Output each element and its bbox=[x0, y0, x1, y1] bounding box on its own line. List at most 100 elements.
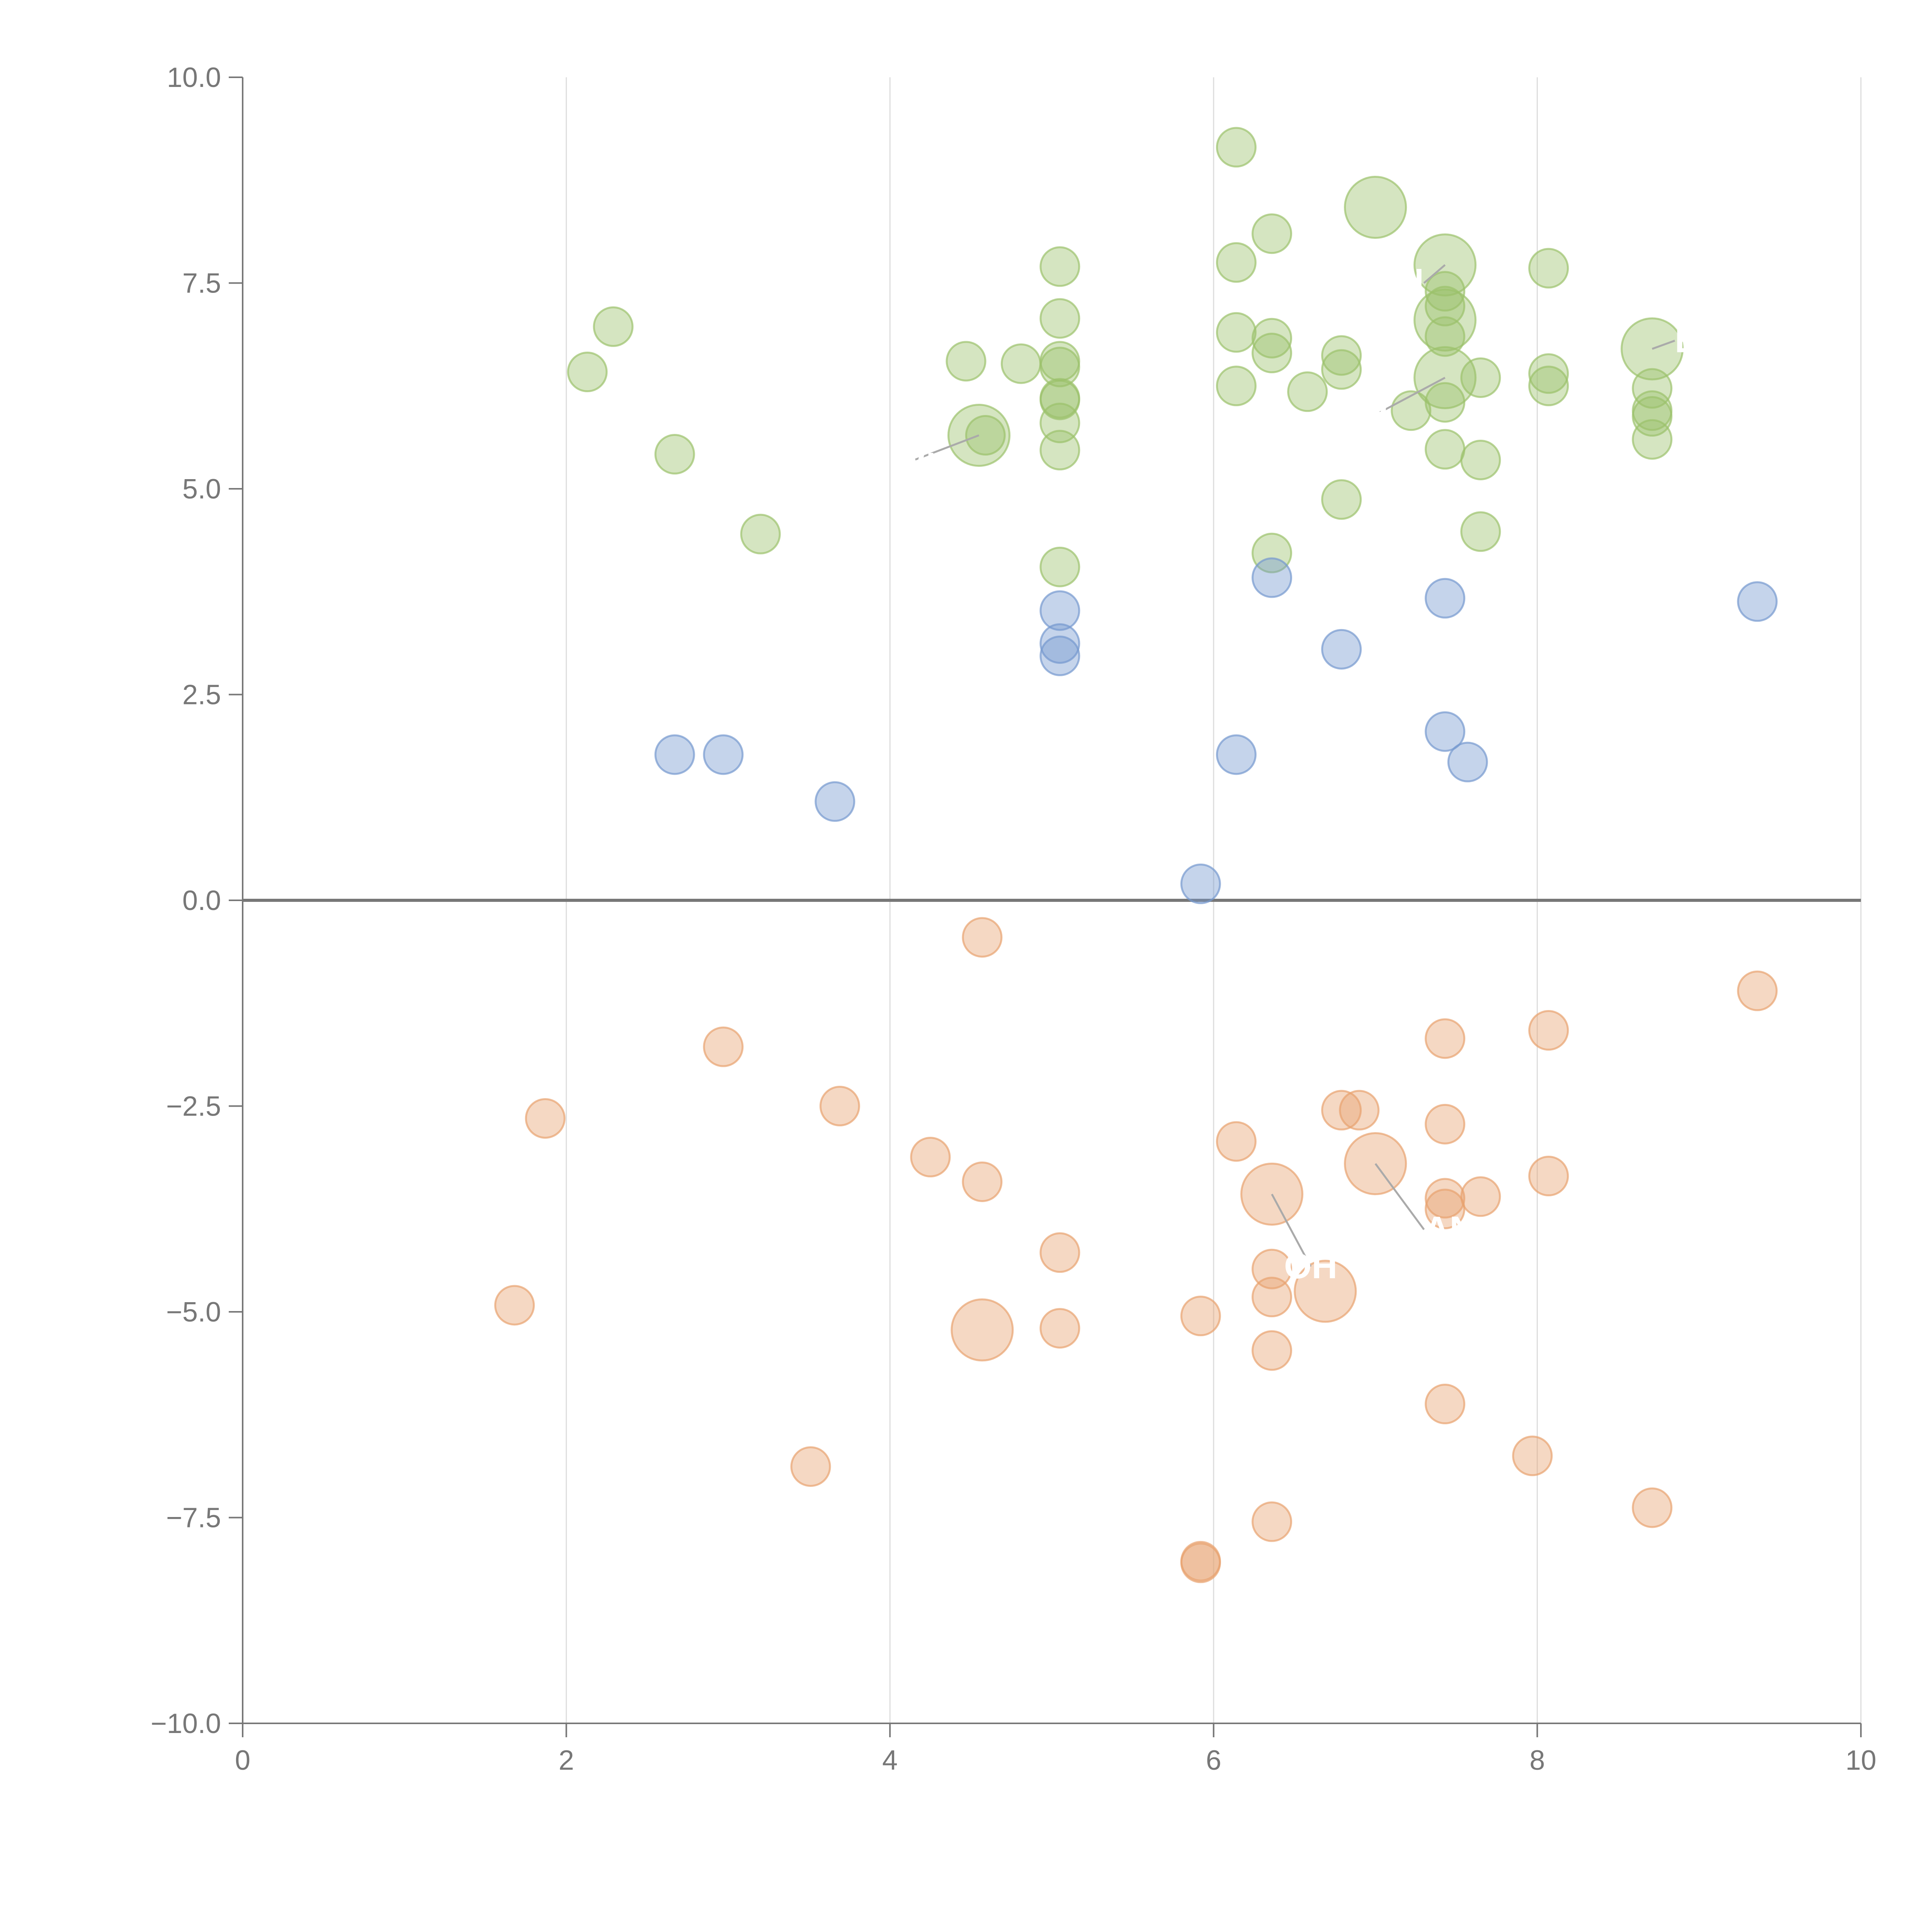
annotation-label: H bbox=[1362, 395, 1388, 434]
x-tick-label: 0 bbox=[235, 1745, 250, 1776]
annotation-leader-line bbox=[1271, 1194, 1312, 1267]
data-point-green bbox=[654, 434, 695, 475]
data-point-green bbox=[1425, 382, 1466, 423]
data-point-orange bbox=[962, 917, 1003, 958]
annotation-label: Wi bbox=[893, 440, 936, 479]
data-point-green bbox=[1252, 213, 1293, 254]
data-point-green bbox=[567, 352, 608, 393]
data-point-green bbox=[1039, 298, 1080, 339]
data-point-green bbox=[1039, 430, 1080, 471]
data-point-orange bbox=[494, 1285, 535, 1326]
data-point-blue bbox=[1737, 581, 1778, 622]
data-point-orange bbox=[1632, 1487, 1673, 1528]
data-point-green bbox=[1287, 371, 1328, 412]
x-tick-label: 2 bbox=[559, 1745, 574, 1776]
data-point-green bbox=[1528, 248, 1569, 289]
data-point-green bbox=[1413, 288, 1477, 352]
data-point-blue bbox=[1425, 711, 1466, 752]
data-point-orange bbox=[1039, 1232, 1080, 1273]
annotation-leader-line bbox=[1651, 340, 1675, 350]
data-point-green bbox=[1528, 353, 1569, 394]
data-point-orange bbox=[1294, 1260, 1357, 1323]
data-point-orange bbox=[790, 1446, 831, 1487]
data-point-orange bbox=[1460, 1176, 1501, 1217]
annotation-leader-line bbox=[1423, 264, 1446, 284]
data-point-orange bbox=[1528, 1156, 1569, 1197]
data-point-green bbox=[965, 415, 1006, 456]
data-point-orange bbox=[1252, 1501, 1293, 1542]
data-point-orange bbox=[1321, 1090, 1362, 1131]
data-point-green bbox=[946, 341, 986, 382]
data-point-green bbox=[1632, 396, 1673, 437]
data-point-orange bbox=[1339, 1090, 1380, 1131]
y-tick-label: 2.5 bbox=[182, 680, 221, 711]
x-tick-label: 8 bbox=[1529, 1745, 1545, 1776]
data-point-orange bbox=[1180, 1296, 1221, 1337]
data-point-orange bbox=[1252, 1330, 1293, 1371]
data-point-green bbox=[1425, 271, 1466, 312]
data-point-blue bbox=[815, 781, 855, 822]
data-point-green bbox=[1632, 419, 1673, 460]
data-point-blue bbox=[1039, 590, 1080, 631]
data-point-blue bbox=[1216, 734, 1257, 775]
x-tick-label: 10 bbox=[1845, 1745, 1876, 1776]
data-point-green bbox=[1460, 439, 1501, 480]
data-point-orange bbox=[1252, 1248, 1293, 1289]
axis-layer: 0 2 4 6 8 10 10.0 7.5 5.0 2.5 0.0 −2.5 −5.0 −7.5 −10.0 bbox=[151, 62, 1876, 1776]
data-point-green bbox=[1252, 532, 1293, 573]
data-point-orange bbox=[525, 1098, 566, 1139]
y-tick-label: −10.0 bbox=[151, 1708, 221, 1739]
annotation-label: E bbox=[1675, 321, 1698, 360]
data-point-blue bbox=[1321, 629, 1362, 670]
data-point-orange bbox=[1425, 1018, 1466, 1059]
y-tick-label: −5.0 bbox=[166, 1297, 221, 1328]
data-point-green bbox=[1000, 343, 1041, 384]
data-point-orange bbox=[1512, 1435, 1553, 1476]
data-point-orange bbox=[910, 1137, 951, 1178]
point-layer bbox=[494, 127, 1778, 1583]
data-point-green bbox=[1321, 335, 1362, 376]
x-tick-label: 4 bbox=[882, 1745, 898, 1776]
data-point-orange bbox=[962, 1161, 1003, 1202]
annotation-label: OH bbox=[1284, 1247, 1337, 1286]
data-point-orange bbox=[1425, 1178, 1466, 1219]
y-tick-label: 10.0 bbox=[167, 62, 221, 93]
annotation-label: Al bbox=[1388, 263, 1424, 303]
data-point-orange bbox=[1252, 1277, 1293, 1318]
annotation-leader-line bbox=[1374, 1163, 1425, 1230]
data-point-green bbox=[1344, 175, 1407, 239]
data-point-blue bbox=[1039, 623, 1080, 664]
data-point-orange bbox=[1039, 1308, 1080, 1349]
data-point-orange bbox=[951, 1298, 1014, 1362]
data-point-green bbox=[1321, 349, 1362, 390]
data-point-green bbox=[1425, 286, 1466, 327]
data-point-orange bbox=[1425, 1104, 1466, 1145]
data-point-green bbox=[1460, 511, 1501, 552]
y-tick-label: 0.0 bbox=[182, 885, 221, 916]
data-point-orange bbox=[1425, 1189, 1466, 1230]
data-point-orange bbox=[1737, 970, 1778, 1011]
data-point-green bbox=[1460, 357, 1501, 398]
data-point-green bbox=[593, 306, 634, 347]
y-tick-label: −7.5 bbox=[166, 1503, 221, 1534]
data-point-green bbox=[1039, 546, 1080, 587]
data-point-green bbox=[1321, 479, 1362, 520]
data-point-orange bbox=[1528, 1010, 1569, 1051]
data-point-blue bbox=[1425, 578, 1466, 619]
annotation-leader-line bbox=[914, 434, 980, 461]
data-point-green bbox=[1252, 318, 1293, 359]
y-tick-label: 5.0 bbox=[182, 474, 221, 505]
data-point-green bbox=[740, 514, 781, 554]
data-point-green bbox=[1039, 246, 1080, 287]
data-point-blue bbox=[1039, 635, 1080, 676]
data-point-green bbox=[1425, 316, 1466, 357]
annotation-leader-line bbox=[1375, 377, 1446, 416]
data-point-green bbox=[1425, 429, 1466, 470]
data-point-orange bbox=[1180, 1543, 1221, 1583]
data-point-blue bbox=[1447, 742, 1488, 782]
data-point-green bbox=[1039, 347, 1080, 388]
data-point-blue bbox=[1252, 557, 1293, 598]
data-point-green bbox=[1632, 368, 1673, 409]
data-point-orange bbox=[819, 1086, 860, 1126]
